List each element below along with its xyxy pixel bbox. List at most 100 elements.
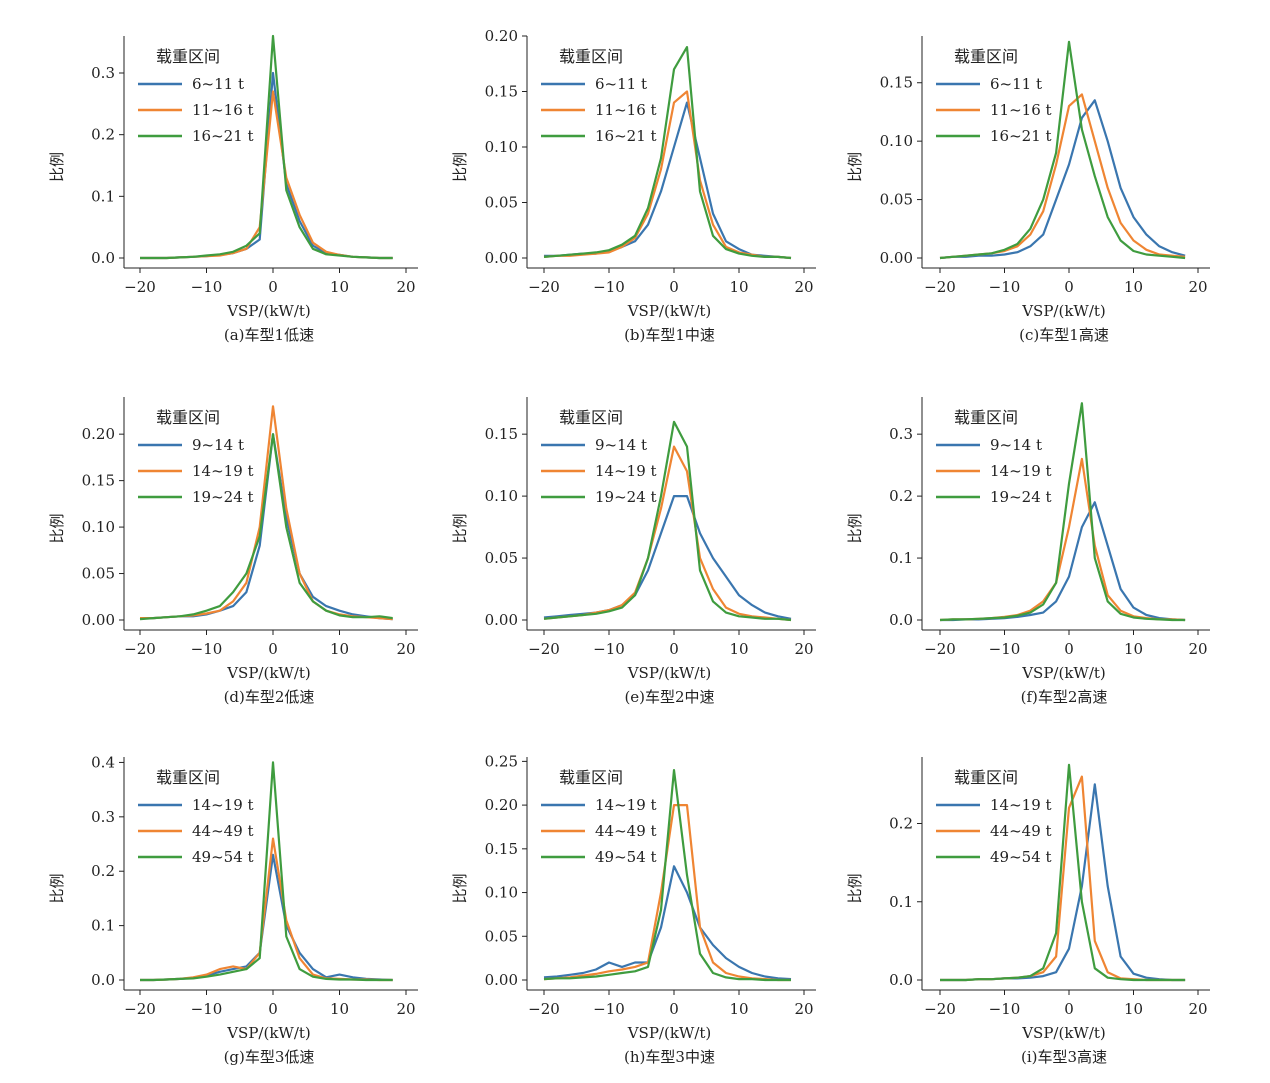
legend-label: 14~19 t <box>595 796 657 814</box>
x-tick-label: −10 <box>989 278 1021 296</box>
x-tick-label: 10 <box>1124 278 1143 296</box>
series-line <box>940 501 1186 622</box>
series-line <box>544 101 792 260</box>
chart-panel: 0.0 0.1 0.2 0.3 −20 −10 0 10 20 VSP/(kW/t) 比例 (a)车型… <box>48 34 418 344</box>
x-tick-label: 20 <box>794 1000 813 1018</box>
y-axis-label: 比例 <box>451 152 469 182</box>
y-tick-label: 0.15 <box>485 840 518 858</box>
series-line <box>543 495 792 620</box>
series-line <box>940 775 1186 982</box>
series-line <box>939 99 1186 260</box>
legend-title: 载重区间 <box>954 408 1018 427</box>
series-line <box>543 445 792 622</box>
y-tick-label: 0.10 <box>82 518 115 536</box>
legend-title: 载重区间 <box>559 47 623 66</box>
y-tick-label: 0.2 <box>889 487 913 505</box>
y-tick-label: 0.10 <box>485 487 518 505</box>
legend-label: 9~14 t <box>192 436 244 454</box>
x-axis-label: VSP/(kW/t) <box>1021 664 1106 682</box>
x-tick-label: 10 <box>729 640 748 658</box>
subplot-caption: (a)车型1低速 <box>224 326 314 344</box>
x-tick-label: 20 <box>1188 278 1207 296</box>
y-axis-label: 比例 <box>451 873 469 903</box>
x-axis-label: VSP/(kW/t) <box>627 302 712 320</box>
legend-label: 16~21 t <box>990 127 1052 145</box>
legend-label: 14~19 t <box>990 796 1052 814</box>
y-tick-label: 0.3 <box>91 64 115 82</box>
series-line <box>543 768 791 982</box>
legend-label: 9~14 t <box>990 436 1042 454</box>
y-tick-label: 0.25 <box>485 752 518 770</box>
y-tick-label: 0.15 <box>485 83 518 101</box>
y-tick-label: 0.2 <box>91 126 115 144</box>
x-tick-label: 0 <box>1064 1000 1074 1018</box>
x-axis-label: VSP/(kW/t) <box>627 1024 712 1042</box>
chart-panel: 0.00 0.05 0.10 0.15 −20 −10 0 10 20 VSP/(kW/t) 比例 (… <box>846 36 1210 344</box>
subplot-caption: (i)车型3高速 <box>1021 1048 1107 1066</box>
legend-label: 14~19 t <box>192 796 254 814</box>
legend-title: 载重区间 <box>559 768 623 787</box>
subplot-caption: (e)车型2中速 <box>624 688 714 706</box>
chart-panel: 0.00 0.05 0.10 0.15 0.20 0.25 −20 −10 0 10 20 VSP/(… <box>451 752 816 1066</box>
y-axis-label: 比例 <box>846 513 864 543</box>
legend-label: 6~11 t <box>192 75 244 93</box>
x-tick-label: −20 <box>124 1000 156 1018</box>
x-tick-label: −20 <box>528 1000 560 1018</box>
x-tick-label: 0 <box>1064 278 1074 296</box>
legend-label: 44~49 t <box>595 822 657 840</box>
x-tick-label: −10 <box>989 1000 1021 1018</box>
x-tick-label: 10 <box>330 278 349 296</box>
x-tick-label: −10 <box>593 278 625 296</box>
x-tick-label: −20 <box>124 278 156 296</box>
x-tick-label: 0 <box>669 278 679 296</box>
legend-title: 载重区间 <box>156 408 220 427</box>
series-line <box>939 93 1186 260</box>
x-tick-label: 20 <box>396 640 415 658</box>
y-tick-label: 0.0 <box>91 971 115 989</box>
y-tick-label: 0.00 <box>485 971 518 989</box>
x-tick-label: 0 <box>268 278 278 296</box>
x-axis-label: VSP/(kW/t) <box>226 664 311 682</box>
x-tick-label: 10 <box>330 1000 349 1018</box>
x-tick-label: 0 <box>268 1000 278 1018</box>
legend-label: 14~19 t <box>990 462 1052 480</box>
y-axis-label: 比例 <box>48 873 66 903</box>
legend-label: 11~16 t <box>192 101 254 119</box>
chart-panel: 0.0 0.1 0.2 0.3 0.4 −20 −10 0 10 20 VSP/(kW/t) 比例 (g… <box>48 753 418 1066</box>
series-line <box>140 761 393 982</box>
y-tick-label: 0.00 <box>880 249 913 267</box>
x-tick-label: 0 <box>1064 640 1074 658</box>
series-line <box>139 433 393 621</box>
series-line <box>939 40 1186 260</box>
y-tick-label: 0.10 <box>880 132 913 150</box>
x-tick-label: −20 <box>924 1000 956 1018</box>
y-tick-label: 0.0 <box>91 249 115 267</box>
x-tick-label: 10 <box>330 640 349 658</box>
y-axis-label: 比例 <box>451 513 469 543</box>
x-tick-label: −20 <box>924 278 956 296</box>
y-tick-label: 0.3 <box>889 425 913 443</box>
y-axis-label: 比例 <box>48 152 66 182</box>
y-tick-label: 0.05 <box>880 191 913 209</box>
x-tick-label: 0 <box>669 640 679 658</box>
x-tick-label: −10 <box>191 1000 223 1018</box>
legend-label: 49~54 t <box>990 848 1052 866</box>
x-tick-label: 20 <box>396 278 415 296</box>
legend-label: 19~24 t <box>990 488 1052 506</box>
y-tick-label: 0.20 <box>485 796 518 814</box>
x-tick-label: 20 <box>794 640 813 658</box>
series-line <box>140 405 393 621</box>
x-tick-label: −10 <box>593 1000 625 1018</box>
legend-label: 49~54 t <box>595 848 657 866</box>
y-tick-label: 0.3 <box>91 808 115 826</box>
x-axis-label: VSP/(kW/t) <box>1021 302 1106 320</box>
y-tick-label: 0.0 <box>889 611 913 629</box>
legend-label: 6~11 t <box>595 75 647 93</box>
legend-label: 14~19 t <box>192 462 254 480</box>
legend-label: 19~24 t <box>595 488 657 506</box>
x-axis-label: VSP/(kW/t) <box>627 664 712 682</box>
legend-title: 载重区间 <box>156 47 220 66</box>
y-tick-label: 0.2 <box>889 815 913 833</box>
series-line <box>543 90 792 260</box>
y-tick-label: 0.15 <box>82 472 115 490</box>
